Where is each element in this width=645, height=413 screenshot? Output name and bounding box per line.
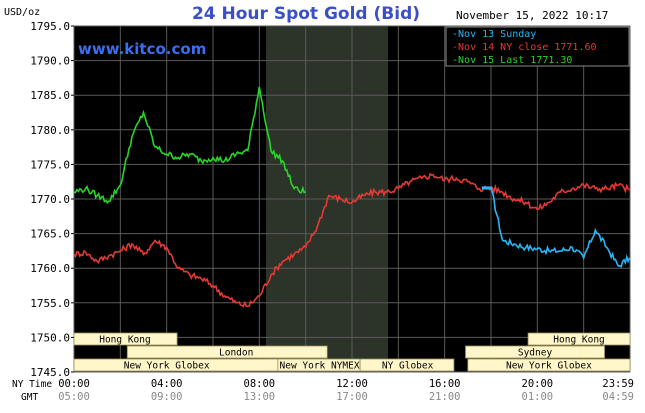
x-tick-label-ny: 04:00 <box>151 378 183 390</box>
x-tick-label-ny: 00:00 <box>58 378 90 390</box>
y-tick-label: 1750.0 <box>30 331 70 344</box>
gmt-row-label: GMT <box>21 392 38 403</box>
session-band-box <box>73 332 178 346</box>
y-tick-label: 1755.0 <box>30 297 70 310</box>
series-line-3 <box>73 86 306 204</box>
session-band-label: London <box>219 348 253 359</box>
x-tick-label-ny: 16:00 <box>429 378 461 390</box>
session-band-label: Sydney <box>518 348 553 359</box>
x-tick-label-gmt: 01:00 <box>522 391 554 403</box>
session-band-label: Hong Kong <box>99 335 150 346</box>
session-band-label: New York Globex <box>124 361 210 372</box>
x-tick-label-gmt: 17:00 <box>336 391 368 403</box>
trading-session-bands: Hong Kong London New York Globex New York N… <box>73 332 631 372</box>
x-tick-label-ny: 12:00 <box>336 378 368 390</box>
session-band-box <box>465 345 605 359</box>
y-tick-label: 1775.0 <box>30 158 70 171</box>
y-tick-label: 1780.0 <box>30 124 70 137</box>
x-tick-label-gmt: 09:00 <box>151 391 183 403</box>
x-tick-label-ny: 20:00 <box>522 378 554 390</box>
series-line-1 <box>490 187 631 269</box>
legend-entry-nov14: -Nov 14 NY close 1771.60 <box>452 42 597 53</box>
x-tick-label-gmt: 13:00 <box>244 391 276 403</box>
x-tick-label-gmt: 04:59 <box>602 391 634 403</box>
y-unit-label: USD/oz <box>4 7 40 18</box>
y-tick-label: 1795.0 <box>30 20 70 33</box>
grid-lines <box>73 25 631 373</box>
legend: -Nov 13 Sunday -Nov 14 NY close 1771.60 … <box>445 26 630 67</box>
y-tick-label: 1760.0 <box>30 262 70 275</box>
session-band-label: New York Globex <box>506 361 592 372</box>
y-tick-label: 1770.0 <box>30 193 70 206</box>
chart-title: 24 Hour Spot Gold (Bid) <box>192 4 420 24</box>
x-tick-label-ny: 23:59 <box>602 378 634 390</box>
x-tick-label-ny: 08:00 <box>244 378 276 390</box>
session-band-label: Hong Kong <box>553 335 604 346</box>
y-tick-label: 1765.0 <box>30 228 70 241</box>
x-tick-label-gmt: 05:00 <box>58 391 90 403</box>
y-tick-label: 1790.0 <box>30 55 70 68</box>
x-tick-label-gmt: 21:00 <box>429 391 461 403</box>
watermark-text: www.kitco.com <box>78 40 206 58</box>
y-tick-label: 1785.0 <box>30 89 70 102</box>
legend-entry-nov15: -Nov 15 Last 1771.30 <box>452 55 572 66</box>
session-band-box <box>467 358 631 372</box>
series-line-2 <box>73 172 631 308</box>
session-band-label: New York NYMEX <box>280 361 360 372</box>
session-band-box <box>359 358 455 372</box>
x-axis: 00:00 04:00 08:00 12:00 16:00 20:00 23:59 05:00… <box>58 378 634 403</box>
session-band-box <box>126 345 328 359</box>
y-axis: 1795.0 1790.0 1785.0 1780.0 1775.0 1770.0 1765… <box>30 20 74 379</box>
legend-entry-nov13: -Nov 13 Sunday <box>452 29 536 40</box>
series-lines <box>73 86 631 308</box>
session-band-label: NY Globex <box>382 361 434 372</box>
session-band-box <box>527 332 631 346</box>
ny-time-row-label: NY Time <box>12 379 52 390</box>
y-tick-label: 1745.0 <box>30 366 70 379</box>
date-stamp: November 15, 2022 10:17 <box>456 9 608 22</box>
legend-box <box>445 26 630 67</box>
